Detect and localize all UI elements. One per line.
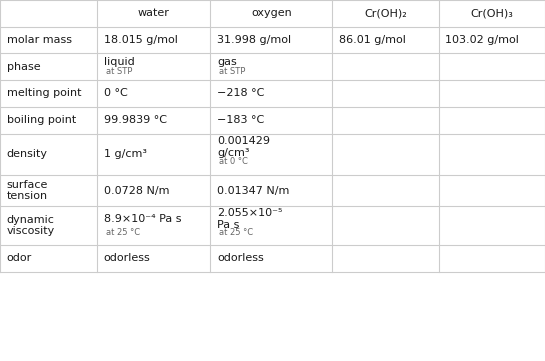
Text: at 25 °C: at 25 °C bbox=[106, 228, 140, 237]
Text: 1 g/cm³: 1 g/cm³ bbox=[104, 149, 147, 159]
Text: water: water bbox=[138, 8, 169, 18]
Text: −218 °C: −218 °C bbox=[217, 88, 264, 99]
Text: 0.001429
g/cm³: 0.001429 g/cm³ bbox=[217, 136, 270, 158]
Text: 8.9×10⁻⁴ Pa s: 8.9×10⁻⁴ Pa s bbox=[104, 214, 181, 224]
Text: 0.01347 N/m: 0.01347 N/m bbox=[217, 186, 289, 196]
Text: at 0 °C: at 0 °C bbox=[219, 157, 248, 166]
Text: 0 °C: 0 °C bbox=[104, 88, 128, 99]
Text: −183 °C: −183 °C bbox=[217, 115, 264, 125]
Text: melting point: melting point bbox=[7, 88, 81, 99]
Text: 86.01 g/mol: 86.01 g/mol bbox=[339, 35, 406, 45]
Text: oxygen: oxygen bbox=[251, 8, 292, 18]
Text: boiling point: boiling point bbox=[7, 115, 76, 125]
Text: gas: gas bbox=[217, 57, 237, 67]
Text: Cr(OH)₃: Cr(OH)₃ bbox=[470, 8, 513, 18]
Text: 18.015 g/mol: 18.015 g/mol bbox=[104, 35, 178, 45]
Text: odorless: odorless bbox=[104, 253, 150, 264]
Text: molar mass: molar mass bbox=[7, 35, 71, 45]
Text: 99.9839 °C: 99.9839 °C bbox=[104, 115, 167, 125]
Text: odorless: odorless bbox=[217, 253, 264, 264]
Text: odor: odor bbox=[7, 253, 32, 264]
Text: dynamic
viscosity: dynamic viscosity bbox=[7, 215, 55, 236]
Text: Cr(OH)₂: Cr(OH)₂ bbox=[364, 8, 407, 18]
Text: 103.02 g/mol: 103.02 g/mol bbox=[445, 35, 519, 45]
Text: 2.055×10⁻⁵
Pa s: 2.055×10⁻⁵ Pa s bbox=[217, 208, 282, 230]
Text: at STP: at STP bbox=[106, 67, 132, 76]
Text: at 25 °C: at 25 °C bbox=[219, 228, 253, 237]
Text: density: density bbox=[7, 149, 47, 159]
Text: at STP: at STP bbox=[219, 67, 245, 76]
Text: 0.0728 N/m: 0.0728 N/m bbox=[104, 186, 169, 196]
Text: phase: phase bbox=[7, 62, 40, 72]
Text: 31.998 g/mol: 31.998 g/mol bbox=[217, 35, 291, 45]
Text: liquid: liquid bbox=[104, 57, 134, 67]
Text: surface
tension: surface tension bbox=[7, 180, 48, 201]
